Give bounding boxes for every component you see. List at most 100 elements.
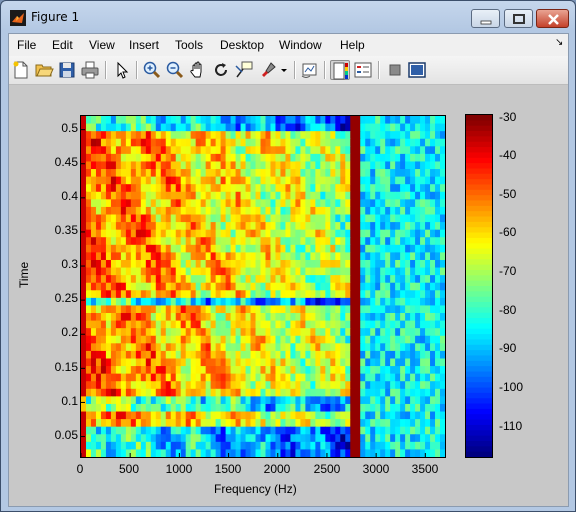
heatmap-cell (300, 373, 306, 382)
heatmap-cell (215, 169, 222, 178)
menu-window[interactable]: Window (279, 38, 322, 52)
heatmap-cell (345, 161, 351, 170)
heatmap-cell (405, 358, 411, 367)
heatmap-cell (120, 373, 127, 382)
heatmap-cell (310, 313, 316, 322)
heatmap-cell (145, 244, 152, 253)
rotate-3d-button[interactable] (211, 60, 231, 80)
heatmap-cell (195, 222, 202, 231)
heatmap-cell (255, 343, 262, 352)
heatmap-cell (245, 206, 252, 216)
menu-help[interactable]: Help (340, 38, 365, 52)
heatmap-cell (245, 411, 252, 420)
heatmap-cell (130, 313, 137, 322)
heatmap-cell (135, 169, 142, 178)
pan-button[interactable] (188, 60, 208, 80)
heatmap-cell (215, 441, 222, 451)
heatmap-cell (175, 403, 182, 413)
close-button[interactable] (536, 9, 569, 28)
menu-file[interactable]: File (17, 38, 37, 52)
heatmap-cell (435, 259, 441, 269)
colorbar-button[interactable] (330, 60, 350, 80)
heatmap-cell (295, 138, 301, 147)
heatmap-cell (180, 426, 187, 435)
heatmap-cell (285, 396, 292, 405)
heatmap-cell (125, 206, 132, 216)
heatmap-cell (320, 381, 326, 390)
heatmap-cell (155, 350, 162, 360)
heatmap-cell (120, 244, 127, 253)
menu-insert[interactable]: Insert (129, 38, 160, 52)
heatmap-cell (250, 153, 257, 163)
brush-dropdown[interactable] (279, 60, 289, 80)
heatmap-cell (375, 206, 381, 216)
heatmap-cell (225, 434, 232, 443)
heatmap-cell (125, 237, 132, 246)
heatmap-cell (175, 388, 182, 397)
zoom-in-button[interactable] (142, 60, 162, 80)
heatmap-cell (320, 290, 326, 299)
heatmap-cell (81, 191, 87, 200)
heatmap-cell (195, 169, 202, 178)
heatmap-cell (395, 419, 401, 428)
menu-edit[interactable]: Edit (52, 38, 73, 52)
heatmap-cell (265, 343, 272, 352)
heatmap-cell (90, 358, 97, 367)
heatmap-cell (135, 282, 142, 291)
print-button[interactable] (80, 60, 100, 80)
colorbar[interactable] (465, 114, 493, 458)
maximize-button[interactable] (504, 9, 533, 28)
heatmap-cell (415, 297, 421, 307)
heatmap-cell (285, 267, 292, 276)
heatmap-cell (190, 328, 197, 337)
heatmap-cell (240, 169, 247, 178)
heatmap-cell (235, 244, 242, 253)
heatmap-cell (240, 275, 247, 284)
heatmap-cell (205, 426, 212, 435)
heatmap-cell (435, 441, 441, 451)
heatmap-cell (310, 290, 316, 299)
legend-button[interactable] (353, 60, 373, 80)
menu-tools[interactable]: Tools (175, 38, 204, 52)
menu-view[interactable]: View (89, 38, 115, 52)
heatmap-cell (105, 328, 112, 337)
heatmap-cell (320, 191, 326, 200)
heatmap-cell (200, 199, 207, 208)
heatmap-cell (300, 259, 306, 269)
zoom-out-button[interactable] (165, 60, 185, 80)
heatmap-cell (325, 320, 331, 329)
edit-plot-button[interactable] (112, 60, 132, 80)
heatmap-cell (81, 229, 87, 238)
heatmap-cell (150, 244, 157, 253)
open-file-button[interactable] (34, 60, 54, 80)
heatmap-cell (165, 244, 172, 253)
heatmap-cell (155, 275, 162, 284)
heatmap-cell (210, 146, 217, 155)
new-figure-button[interactable] (11, 60, 31, 80)
heatmap-cell (435, 184, 441, 193)
heatmap-cell (420, 259, 426, 269)
heatmap-cell (375, 320, 381, 329)
title-bar[interactable]: Figure 1 (1, 1, 575, 33)
hide-plot-tools-button[interactable] (385, 60, 405, 80)
heatmap-cell (255, 441, 262, 451)
heatmap-cell (90, 176, 97, 185)
spectrogram-axes[interactable] (80, 115, 446, 458)
heatmap-cell (100, 153, 107, 163)
heatmap-cell (100, 366, 107, 375)
data-cursor-button[interactable] (234, 60, 254, 80)
brush-icon (262, 62, 276, 77)
menubar-dock-arrow-icon[interactable]: ↘ (555, 37, 564, 48)
heatmap-cell (155, 381, 162, 390)
heatmap-cell (125, 259, 132, 269)
link-plot-button[interactable] (300, 60, 320, 80)
show-plot-tools-button[interactable] (407, 60, 427, 80)
menu-desktop[interactable]: Desktop (220, 38, 265, 52)
colorbar-segment (466, 398, 492, 405)
heatmap-cell (385, 343, 391, 352)
heatmap-cell (95, 320, 102, 329)
heatmap-cell (340, 191, 346, 200)
minimize-button[interactable] (471, 9, 500, 28)
save-button[interactable] (57, 60, 77, 80)
brush-button[interactable] (259, 60, 279, 80)
